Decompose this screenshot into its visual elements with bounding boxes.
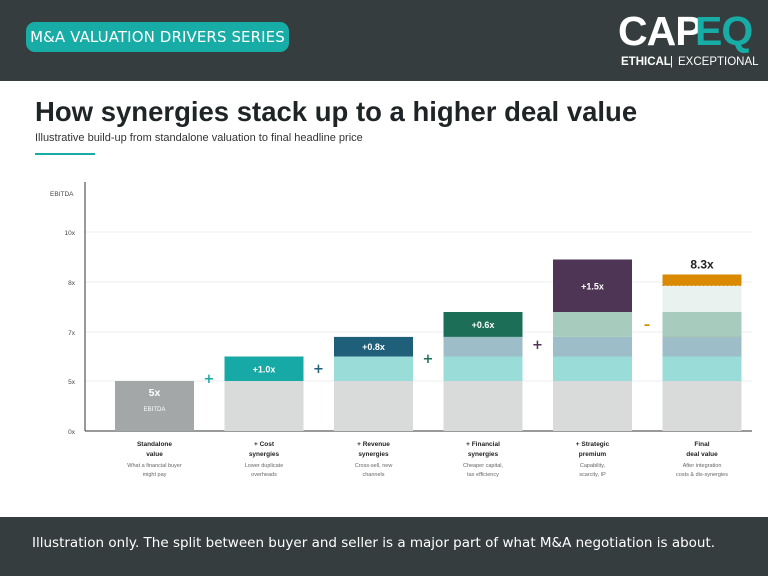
synergy-waterfall-chart: 0x 5x 7x 8x 10x EBITDA 5x EBITDA +1.0x +0.8x +0.6x… <box>50 182 752 478</box>
y-tick-label: 5x <box>68 379 76 386</box>
category-label: Final <box>694 441 709 448</box>
category-label: Standalone <box>137 441 172 448</box>
capeq-logo: CAP EQ ETHICAL | EXCEPTIONAL <box>618 8 759 68</box>
bar-value-label: +1.0x <box>253 364 276 374</box>
bar-segment <box>443 356 523 381</box>
bar-segment <box>115 381 194 431</box>
operator-symbol: + <box>532 338 543 353</box>
bar-value-label: 5x <box>149 387 161 399</box>
category-description: might pay <box>143 472 167 478</box>
logo-tagline-left: ETHICAL <box>621 56 671 68</box>
bar-segment <box>553 336 632 357</box>
category-label: + Financial <box>466 441 500 448</box>
bar-value-label: +0.8x <box>362 342 385 352</box>
category-label: synergies <box>468 451 499 458</box>
category-label: + Strategic <box>576 441 610 448</box>
bar-segment <box>553 381 632 431</box>
logo-tagline-right: EXCEPTIONAL <box>678 56 759 68</box>
category-label: value <box>146 451 163 458</box>
page-title: How synergies stack up to a higher deal … <box>35 96 638 127</box>
title-underline <box>35 153 95 155</box>
top-bar: M&A VALUATION DRIVERS SERIES CAP EQ ETHI… <box>0 0 768 81</box>
bar-segment <box>334 381 413 431</box>
category-label: deal value <box>686 451 718 458</box>
bar-segment <box>334 336 413 357</box>
final-bar-segment <box>662 381 742 431</box>
final-value-label: 8.3x <box>690 258 714 272</box>
operator-symbol: – <box>644 318 651 333</box>
logo-text-right: EQ <box>695 8 752 54</box>
category-label: + Revenue <box>357 441 390 448</box>
final-bar-segment <box>662 285 742 312</box>
bar-segment <box>553 356 632 381</box>
bar-value-label: +0.6x <box>472 320 495 330</box>
bottom-bar <box>0 517 768 576</box>
category-label: premium <box>579 451 607 458</box>
bar-segment <box>553 312 632 337</box>
category-description: What a financial buyer <box>127 463 182 469</box>
y-tick-label: 7x <box>68 330 76 337</box>
logo-tagline-separator: | <box>670 56 673 68</box>
category-description: costs & dis-synergies <box>676 472 728 478</box>
final-bar-segment <box>662 312 742 337</box>
category-description: Cross-sell, new <box>355 463 393 469</box>
bar-segment <box>553 259 632 312</box>
category-description: After integration <box>683 463 722 469</box>
bar-segment <box>443 336 523 357</box>
y-tick-label: 0x <box>68 429 76 436</box>
operator-symbol: + <box>313 362 324 377</box>
y-tick-label: 10x <box>65 230 76 237</box>
y-axis-label: EBITDA <box>50 191 74 198</box>
logo-text-left: CAP <box>618 8 702 54</box>
final-bar-segment <box>662 356 742 381</box>
operator-symbol: + <box>423 352 434 367</box>
category-description: Capability, <box>580 463 606 469</box>
footer-note: Illustration only. The split between buy… <box>32 535 716 551</box>
y-tick-label: 8x <box>68 280 76 287</box>
bar-segment <box>224 356 304 381</box>
bar-segment <box>443 381 523 431</box>
bar-segment <box>334 356 413 381</box>
category-description: channels <box>362 472 384 478</box>
bar-value-label: +1.5x <box>581 281 604 291</box>
bar-segment <box>443 312 523 337</box>
category-description: tax efficiency <box>467 472 499 478</box>
bar-segment <box>224 381 304 431</box>
series-badge: M&A VALUATION DRIVERS SERIES <box>26 22 289 52</box>
page-subtitle: Illustrative build-up from standalone va… <box>35 132 363 144</box>
category-description: overheads <box>251 472 277 478</box>
bar-sublabel: EBITDA <box>144 407 166 413</box>
category-description: Lower duplicate <box>245 463 284 469</box>
operator-symbol: + <box>204 372 215 387</box>
category-description: Cheaper capital, <box>463 463 504 469</box>
category-description: scarcity, IP <box>579 472 606 478</box>
final-bar-segment <box>662 336 742 357</box>
category-label: synergies <box>249 451 280 458</box>
category-label: + Cost <box>254 441 275 448</box>
category-label: synergies <box>358 451 389 458</box>
